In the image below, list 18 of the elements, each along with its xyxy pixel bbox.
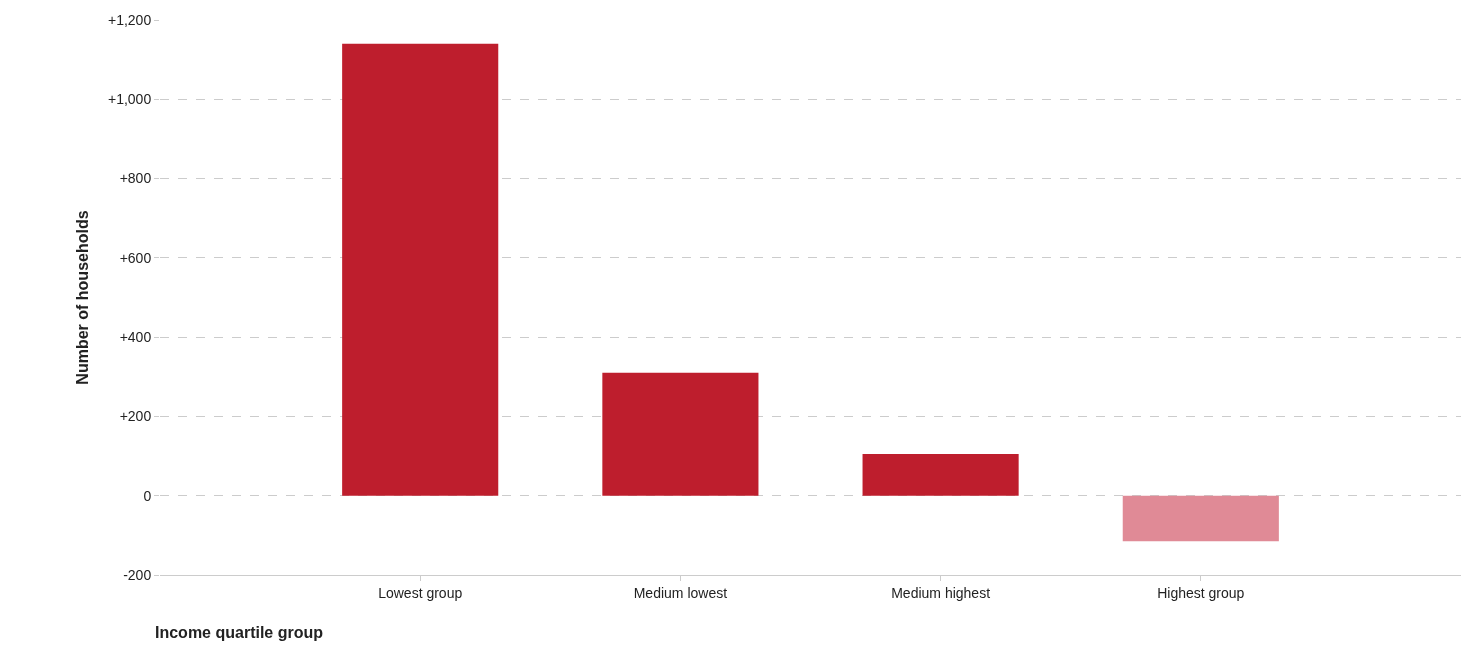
- x-tick-label: Medium lowest: [633, 584, 728, 601]
- x-tick-label: Lowest group: [378, 584, 463, 601]
- y-tick-label: 0: [143, 487, 152, 504]
- bar: [862, 454, 1019, 496]
- x-tick-label: Highest group: [1157, 584, 1245, 601]
- y-tick-label: +800: [119, 170, 152, 187]
- y-tick-label: +1,200: [107, 11, 152, 28]
- bar: [1122, 495, 1279, 542]
- y-tick-label: -200: [123, 566, 152, 583]
- bar: [342, 43, 499, 496]
- y-tick-label: +400: [119, 329, 152, 346]
- y-tick-label: +200: [119, 408, 152, 425]
- y-axis-title: Number of households: [73, 210, 91, 385]
- y-tick-label: +600: [119, 249, 152, 266]
- x-tick-label: Medium highest: [891, 584, 991, 601]
- x-axis-title: Income quartile group: [155, 624, 324, 641]
- y-tick-label: +1,000: [107, 91, 152, 108]
- bar: [602, 372, 759, 496]
